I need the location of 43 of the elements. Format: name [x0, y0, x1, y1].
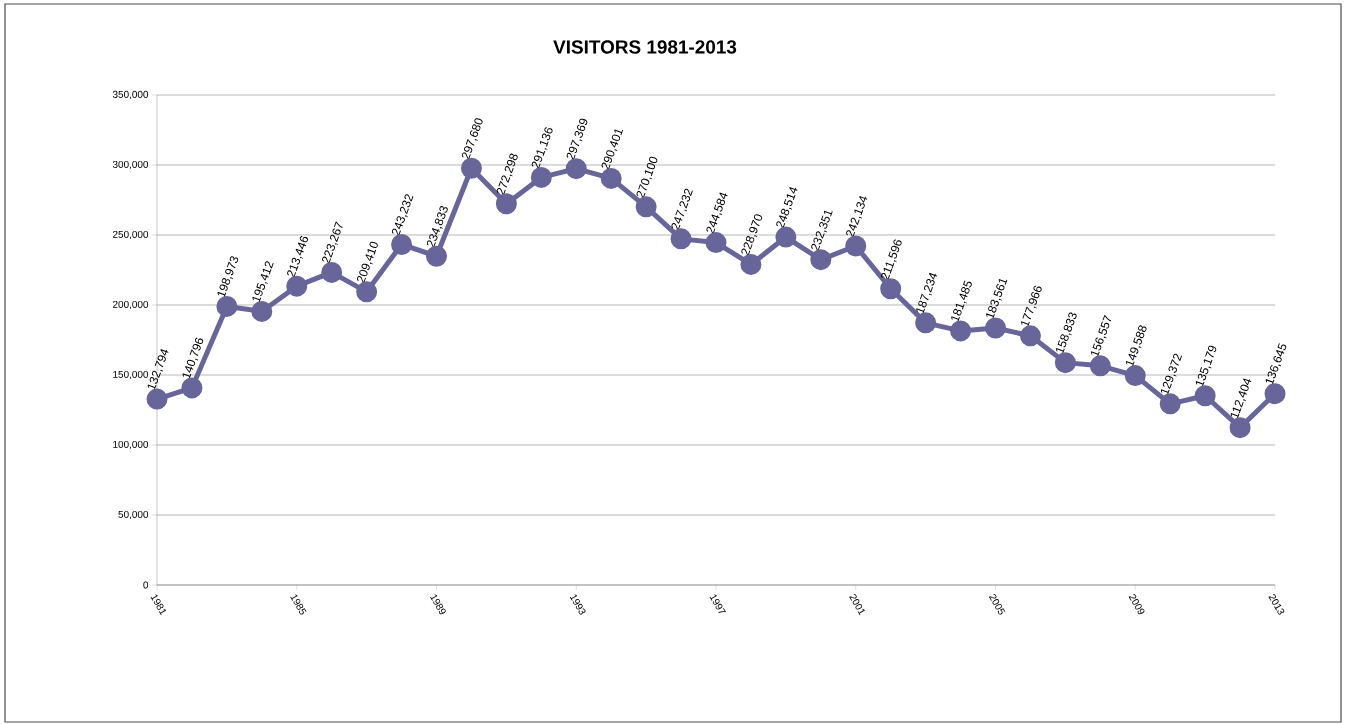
point: [775, 226, 797, 248]
point: [1089, 355, 1111, 377]
point: [985, 317, 1007, 339]
y-tick-label: 100,000: [113, 440, 149, 450]
y-tick-label: 350,000: [112, 90, 149, 100]
point: [530, 166, 552, 188]
y-tick-label: 0: [143, 581, 149, 589]
point: [1194, 385, 1216, 407]
point: [1229, 417, 1251, 439]
y-tick-label: 150,000: [113, 370, 149, 380]
point: [635, 196, 657, 218]
point: [1124, 365, 1146, 387]
point: [705, 232, 727, 254]
point: [460, 157, 482, 179]
y-tick-label: 50,000: [118, 510, 149, 520]
y-tick-label: 250,000: [112, 230, 149, 240]
point: [565, 158, 587, 180]
point: [181, 377, 203, 399]
point: [251, 300, 273, 322]
point: [950, 320, 972, 342]
point: [600, 167, 622, 189]
point: [391, 233, 413, 255]
point: [1159, 393, 1181, 415]
point: [880, 278, 902, 300]
chart-title: VISITORS 1981-2013: [553, 40, 737, 54]
point: [670, 228, 692, 250]
point: [1019, 325, 1041, 347]
point: [740, 253, 762, 275]
point: [495, 193, 517, 215]
point: [1264, 383, 1286, 405]
point: [426, 245, 448, 267]
point: [810, 249, 832, 271]
point: [845, 235, 867, 257]
point: [1054, 352, 1076, 374]
point: [216, 295, 238, 317]
point: [286, 275, 308, 297]
point: [915, 312, 937, 334]
y-tick-label: 300,000: [112, 160, 149, 170]
data-label: 156,557: [1090, 314, 1112, 357]
y-tick-label: 200,000: [112, 300, 149, 310]
point: [321, 261, 343, 283]
point: [146, 388, 168, 410]
point: [356, 281, 378, 303]
